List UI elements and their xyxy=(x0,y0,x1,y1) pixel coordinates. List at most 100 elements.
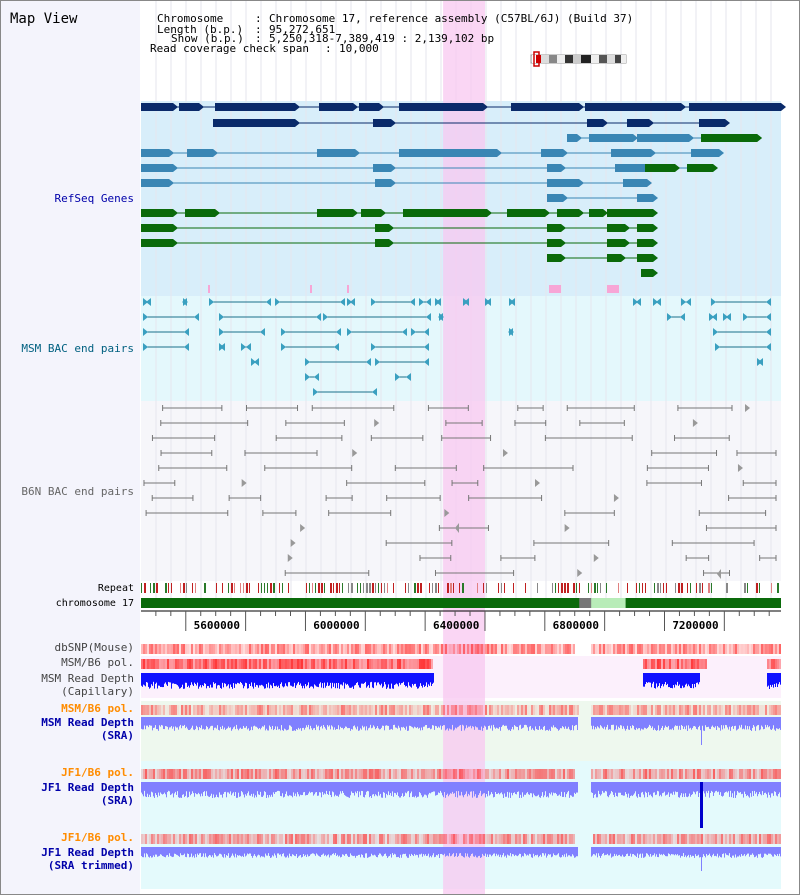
msm-sra-depth-bar xyxy=(199,717,200,727)
jf1-sra-depth-bar xyxy=(734,782,735,792)
repeat-element xyxy=(357,583,358,593)
jf1-sra-depth-bar xyxy=(272,782,273,797)
track-label-jf1-b6-pol[interactable]: JF1/B6 pol. xyxy=(61,766,134,779)
jf1-trimmed-depth-bar xyxy=(654,847,655,854)
msm-bac-end-marker xyxy=(766,298,771,306)
msm-pol2-cell xyxy=(407,705,409,715)
jf1-pol-cell xyxy=(593,769,595,779)
msm-capillary-depth-bar xyxy=(169,673,170,683)
msm-pol-cell xyxy=(779,659,781,669)
msm-capillary-depth-bar xyxy=(185,673,186,683)
dbsnp-cell xyxy=(341,644,343,654)
msm-sra-depth-bar xyxy=(662,717,663,726)
jf1-trimmed-depth-bar xyxy=(315,847,316,856)
jf1-trimmed-depth-bar xyxy=(532,847,533,858)
track-label-jf1-depth-sra[interactable]: JF1 Read Depth (SRA) xyxy=(41,781,134,807)
track-label-refseq[interactable]: RefSeq Genes xyxy=(54,192,134,205)
msm-capillary-depth-bar xyxy=(351,673,352,688)
msm-pol2-cell xyxy=(705,705,707,715)
jf1-sra-depth-bar xyxy=(314,782,315,795)
msm-pol2-cell xyxy=(357,705,359,715)
jf1-trimmed-depth-bar xyxy=(569,847,570,856)
msm-pol2-cell xyxy=(693,705,695,715)
jf1-pol2-cell xyxy=(673,834,675,844)
msm-pol2-cell xyxy=(237,705,239,715)
jf1-sra-depth-bar xyxy=(692,782,693,795)
msm-bac-end-marker xyxy=(241,343,246,351)
jf1-sra-depth-bar xyxy=(493,782,494,798)
track-label-msm-b6-pol-2[interactable]: MSM/B6 pol. xyxy=(61,702,134,715)
msm-capillary-depth-bar xyxy=(678,673,679,686)
dbsnp-cell xyxy=(573,644,575,654)
jf1-trimmed-depth-bar xyxy=(393,847,394,855)
msm-pol-cell xyxy=(199,659,201,669)
jf1-trimmed-depth-bar xyxy=(317,847,318,855)
jf1-sra-depth-bar xyxy=(759,782,760,792)
jf1-sra-depth-bar xyxy=(154,782,155,798)
msm-sra-depth-bar xyxy=(179,717,180,727)
b6n-bac-end-marker xyxy=(737,464,743,472)
gene-exon xyxy=(641,103,681,111)
msm-sra-depth-bar xyxy=(225,717,226,730)
msm-pol-cell xyxy=(373,659,375,669)
track-label-msm-bac[interactable]: MSM BAC end pairs xyxy=(21,342,134,355)
msm-capillary-depth-bar xyxy=(141,673,142,686)
jf1-trimmed-depth-bar xyxy=(287,847,288,856)
jf1-trimmed-depth-bar xyxy=(399,847,400,858)
msm-sra-depth-bar xyxy=(161,717,162,725)
msm-capillary-depth-bar xyxy=(204,673,205,684)
jf1-pol2-cell xyxy=(441,834,443,844)
jf1-trimmed-depth-bar xyxy=(729,847,730,854)
msm-bac-end-marker xyxy=(709,313,714,321)
dbsnp-cell xyxy=(639,644,641,654)
msm-sra-depth-bar xyxy=(336,717,337,729)
jf1-trimmed-depth-bar xyxy=(541,847,542,857)
track-label-repeat[interactable]: Repeat xyxy=(97,583,134,594)
msm-sra-depth-bar xyxy=(305,717,306,728)
jf1-pol-cell xyxy=(613,769,615,779)
track-label-b6n-bac[interactable]: B6N BAC end pairs xyxy=(21,485,134,498)
gene-exon xyxy=(375,224,389,232)
dbsnp-cell xyxy=(271,644,273,654)
track-label-chromosome[interactable]: chromosome 17 xyxy=(55,598,134,609)
msm-pol-cell xyxy=(325,659,327,669)
msm-sra-depth-bar xyxy=(749,717,750,727)
jf1-trimmed-depth-bar xyxy=(514,847,515,857)
track-label-msm-b6-pol[interactable]: MSM/B6 pol. xyxy=(61,656,134,669)
dbsnp-cell xyxy=(141,644,143,654)
track-label-msm-depth-sra[interactable]: MSM Read Depth (SRA) xyxy=(41,716,134,742)
msm-sra-depth-bar xyxy=(288,717,289,730)
jf1-pol-cell xyxy=(615,769,617,779)
jf1-trimmed-depth-bar xyxy=(367,847,368,858)
track-label-jf1-b6-pol-2[interactable]: JF1/B6 pol. xyxy=(61,831,134,844)
jf1-trimmed-depth-bar xyxy=(522,847,523,856)
jf1-pol2-cell xyxy=(715,834,717,844)
b6n-bac-end-marker xyxy=(717,569,721,579)
msm-pol-cell xyxy=(369,659,371,669)
msm-pol2-cell xyxy=(271,705,273,715)
jf1-sra-depth-bar xyxy=(706,782,707,792)
msm-bac-end-marker xyxy=(486,298,491,306)
msm-capillary-depth-bar xyxy=(771,673,772,687)
jf1-pol2-cell xyxy=(697,834,699,844)
jf1-sra-depth-bar xyxy=(214,782,215,798)
jf1-trimmed-depth-bar xyxy=(447,847,448,856)
track-label-msm-depth-capillary[interactable]: MSM Read Depth (Capillary) xyxy=(41,672,134,698)
jf1-sra-depth-bar xyxy=(644,782,645,798)
jf1-pol2-cell xyxy=(677,834,679,844)
msm-sra-depth-bar xyxy=(207,717,208,728)
gene-strand-arrow xyxy=(173,209,178,217)
msm-capillary-depth-bar xyxy=(299,673,300,685)
track-label-jf1-depth-trimmed[interactable]: JF1 Read Depth (SRA trimmed) xyxy=(41,846,134,872)
jf1-trimmed-depth-bar xyxy=(699,847,700,858)
msm-bac-end-marker xyxy=(723,313,728,321)
jf1-pol2-cell xyxy=(269,834,271,844)
jf1-pol-cell xyxy=(313,769,315,779)
jf1-sra-depth-bar xyxy=(192,782,193,792)
track-label-dbsnp[interactable]: dbSNP(Mouse) xyxy=(54,641,134,654)
jf1-trimmed-depth-bar xyxy=(513,847,514,855)
msm-capillary-depth-bar xyxy=(213,673,214,683)
jf1-sra-depth-bar xyxy=(601,782,602,795)
msm-sra-depth-bar xyxy=(780,717,781,730)
